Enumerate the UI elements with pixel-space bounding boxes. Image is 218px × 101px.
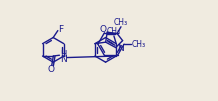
Text: O: O: [48, 65, 54, 74]
Text: H: H: [60, 50, 66, 59]
Text: N: N: [117, 44, 124, 53]
Text: CH₃: CH₃: [107, 27, 121, 36]
Text: O: O: [100, 25, 107, 34]
Text: F: F: [58, 25, 63, 34]
Text: N: N: [60, 55, 67, 64]
Text: CH₃: CH₃: [114, 18, 128, 27]
Text: CH₃: CH₃: [132, 40, 146, 49]
